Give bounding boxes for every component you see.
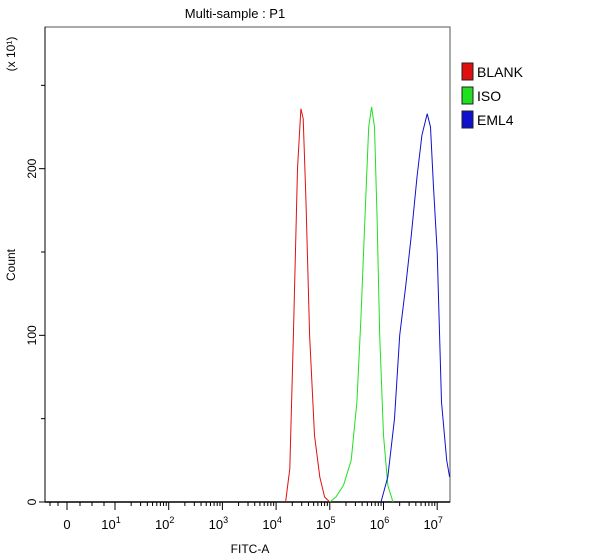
legend-swatch-blank: [461, 62, 474, 81]
y-tick-label: 200: [25, 158, 39, 178]
legend-swatch-eml4: [461, 110, 474, 129]
x-tick-label: 104: [262, 515, 281, 532]
series-blank-curve: [285, 108, 331, 503]
x-tick-label: 107: [423, 515, 442, 532]
series-eml4-curve: [380, 113, 451, 503]
legend-label-blank: BLANK: [477, 64, 524, 80]
x-tick-label: 102: [155, 515, 174, 532]
y-tick-label: 100: [25, 325, 39, 345]
series-iso-curve: [329, 106, 394, 503]
legend-label-iso: ISO: [477, 88, 501, 104]
legend-swatch-iso: [461, 86, 474, 105]
x-axis-label: FITC-A: [231, 542, 270, 556]
chart-title: Multi-sample : P1: [185, 6, 285, 21]
x-tick-label: 101: [101, 515, 120, 532]
plot-frame: [44, 26, 451, 503]
legend-label-eml4: EML4: [477, 112, 514, 128]
y-tick-label: 0: [25, 498, 39, 505]
x-tick-label: 106: [370, 515, 389, 532]
x-tick-label: 105: [316, 515, 335, 532]
x-tick-label: 0: [63, 517, 70, 532]
y-multiplier-label: (x 10¹): [4, 37, 18, 72]
y-axis-label: Count: [4, 248, 18, 281]
x-tick-label: 103: [209, 515, 228, 532]
